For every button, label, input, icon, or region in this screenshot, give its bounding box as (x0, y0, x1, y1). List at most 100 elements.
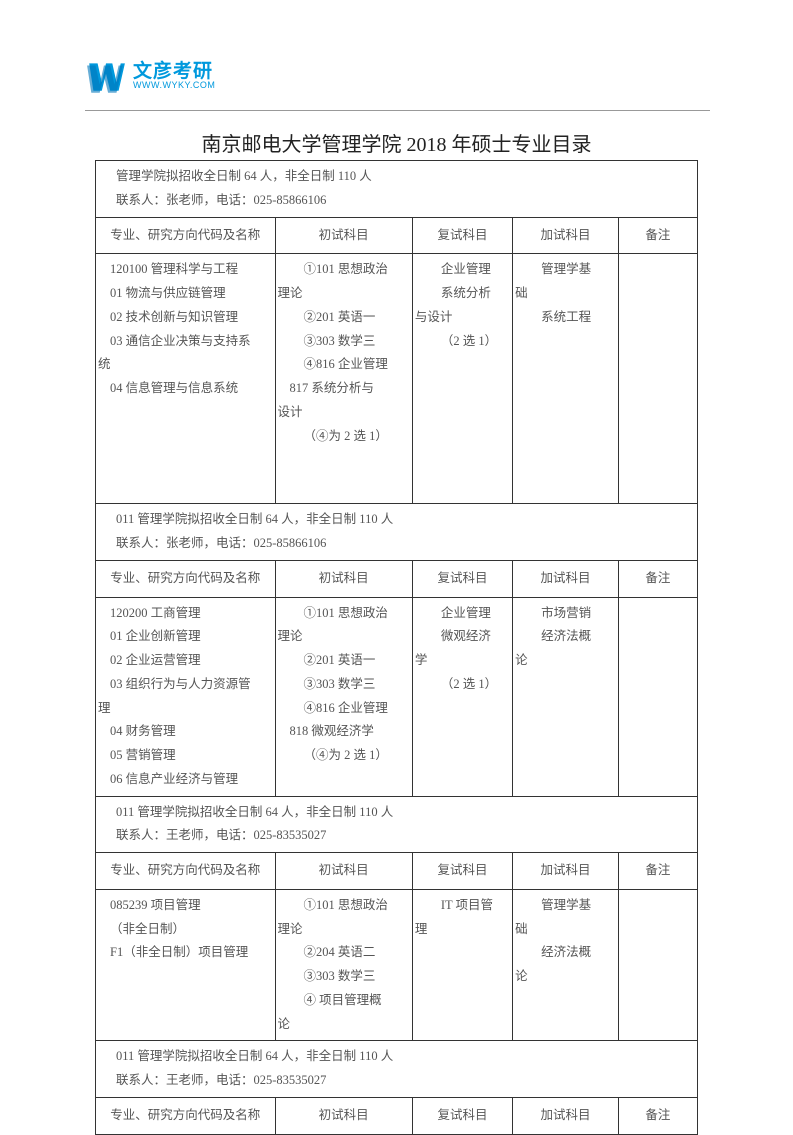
cell-line: 817 系统分析与 (278, 377, 410, 401)
cell-line: IT 项目管 (415, 894, 510, 918)
section-banner-row: 011 管理学院拟招收全日制 64 人，非全日制 110 人联系人：张老师，电话… (96, 504, 698, 561)
banner-line: 011 管理学院拟招收全日制 64 人，非全日制 110 人 (104, 508, 689, 532)
cell-line: ②204 英语二 (278, 941, 410, 965)
content-cell: ①101 思想政治理论②204 英语二③303 数学三④ 项目管理概论 (275, 889, 412, 1041)
cell-line: 础 (515, 282, 616, 306)
content-cell: IT 项目管理 (412, 889, 512, 1041)
column-header: 复试科目 (412, 560, 512, 597)
column-header: 初试科目 (275, 853, 412, 890)
logo-text-cn: 文彦考研 (133, 62, 215, 81)
column-header: 备注 (618, 217, 697, 254)
content-cell: 120200 工商管理01 企业创新管理02 企业运营管理03 组织行为与人力资… (96, 597, 276, 796)
content-cell: 市场营销经济法概论 (513, 597, 619, 796)
cell-line: ③303 数学三 (278, 673, 410, 697)
logo-icon (85, 55, 127, 97)
column-header: 备注 (618, 1097, 697, 1134)
cell-line: 管理学基 (515, 894, 616, 918)
cell-line: ①101 思想政治 (278, 894, 410, 918)
cell-line: 理论 (278, 282, 410, 306)
content-cell: ①101 思想政治理论②201 英语一③303 数学三④816 企业管理818 … (275, 597, 412, 796)
cell-line: ④816 企业管理 (278, 697, 410, 721)
banner-line: 011 管理学院拟招收全日制 64 人，非全日制 110 人 (104, 801, 689, 825)
cell-line: （④为 2 选 1） (278, 425, 410, 449)
content-row: 120200 工商管理01 企业创新管理02 企业运营管理03 组织行为与人力资… (96, 597, 698, 796)
page-title: 南京邮电大学管理学院 2018 年硕士专业目录 (0, 128, 793, 157)
cell-line: 论 (515, 965, 616, 989)
cell-line: ②201 英语一 (278, 649, 410, 673)
logo: 文彦考研 WWW.WYKY.COM (85, 55, 215, 97)
content-cell: 企业管理系统分析与设计（2 选 1） (412, 254, 512, 504)
column-header: 加试科目 (513, 853, 619, 890)
column-header: 复试科目 (412, 1097, 512, 1134)
column-header: 初试科目 (275, 217, 412, 254)
column-header-row: 专业、研究方向代码及名称初试科目复试科目加试科目备注 (96, 217, 698, 254)
cell-line: 03 组织行为与人力资源管 (98, 673, 273, 697)
cell-line: ①101 思想政治 (278, 258, 410, 282)
content-row: 085239 项目管理（非全日制）F1（非全日制）项目管理①101 思想政治理论… (96, 889, 698, 1041)
content-cell: 120100 管理科学与工程01 物流与供应链管理02 技术创新与知识管理03 … (96, 254, 276, 504)
section-banner-row: 011 管理学院拟招收全日制 64 人，非全日制 110 人联系人：王老师，电话… (96, 1041, 698, 1098)
cell-line: 与设计 (415, 306, 510, 330)
banner-line: 011 管理学院拟招收全日制 64 人，非全日制 110 人 (104, 1045, 689, 1069)
cell-line: 120200 工商管理 (98, 602, 273, 626)
cell-line: 市场营销 (515, 602, 616, 626)
cell-line: 05 营销管理 (98, 744, 273, 768)
column-header: 初试科目 (275, 560, 412, 597)
banner-line: 联系人：张老师，电话：025-85866106 (104, 532, 689, 556)
banner-line: 联系人：王老师，电话：025-83535027 (104, 824, 689, 848)
cell-line: 理论 (278, 918, 410, 942)
content-row: 120100 管理科学与工程01 物流与供应链管理02 技术创新与知识管理03 … (96, 254, 698, 504)
cell-line: 经济法概 (515, 941, 616, 965)
cell-line: 02 企业运营管理 (98, 649, 273, 673)
content-cell (618, 889, 697, 1041)
banner-line: 联系人：张老师，电话：025-85866106 (104, 189, 689, 213)
cell-line: 企业管理 (415, 258, 510, 282)
column-header: 备注 (618, 560, 697, 597)
cell-line: 微观经济 (415, 625, 510, 649)
column-header: 专业、研究方向代码及名称 (96, 217, 276, 254)
column-header: 复试科目 (412, 217, 512, 254)
cell-line: 经济法概 (515, 625, 616, 649)
cell-line: 02 技术创新与知识管理 (98, 306, 273, 330)
cell-line: 04 信息管理与信息系统 (98, 377, 273, 401)
column-header-row: 专业、研究方向代码及名称初试科目复试科目加试科目备注 (96, 1097, 698, 1134)
catalog-table: 管理学院拟招收全日制 64 人，非全日制 110 人联系人：张老师，电话：025… (95, 160, 698, 1135)
column-header: 专业、研究方向代码及名称 (96, 1097, 276, 1134)
cell-line: ④816 企业管理 (278, 353, 410, 377)
cell-line: 理论 (278, 625, 410, 649)
cell-line: ①101 思想政治 (278, 602, 410, 626)
content-cell: 企业管理微观经济学（2 选 1） (412, 597, 512, 796)
cell-line: （非全日制） (98, 918, 273, 942)
cell-line: 04 财务管理 (98, 720, 273, 744)
cell-line: 统 (98, 353, 273, 377)
cell-line: 03 通信企业决策与支持系 (98, 330, 273, 354)
cell-line: 085239 项目管理 (98, 894, 273, 918)
cell-line: 818 微观经济学 (278, 720, 410, 744)
cell-line: 理 (415, 918, 510, 942)
cell-line: 系统工程 (515, 306, 616, 330)
content-cell: ①101 思想政治理论②201 英语一③303 数学三④816 企业管理817 … (275, 254, 412, 504)
banner-line: 联系人：王老师，电话：025-83535027 (104, 1069, 689, 1093)
cell-line: 01 企业创新管理 (98, 625, 273, 649)
content-cell: 管理学基础系统工程 (513, 254, 619, 504)
column-header: 专业、研究方向代码及名称 (96, 560, 276, 597)
cell-line: 管理学基 (515, 258, 616, 282)
column-header: 初试科目 (275, 1097, 412, 1134)
column-header: 备注 (618, 853, 697, 890)
column-header: 加试科目 (513, 1097, 619, 1134)
cell-line: 设计 (278, 401, 410, 425)
cell-line: 06 信息产业经济与管理 (98, 768, 273, 792)
cell-line: 论 (278, 1013, 410, 1037)
cell-line: ③303 数学三 (278, 330, 410, 354)
logo-text-en: WWW.WYKY.COM (133, 81, 215, 90)
column-header: 加试科目 (513, 560, 619, 597)
cell-line: 学 (415, 649, 510, 673)
content-cell (618, 254, 697, 504)
column-header-row: 专业、研究方向代码及名称初试科目复试科目加试科目备注 (96, 560, 698, 597)
cell-line: 论 (515, 649, 616, 673)
cell-line: 120100 管理科学与工程 (98, 258, 273, 282)
cell-line: 系统分析 (415, 282, 510, 306)
cell-line: （2 选 1） (415, 330, 510, 354)
header-divider (85, 110, 710, 111)
cell-line: F1（非全日制）项目管理 (98, 941, 273, 965)
